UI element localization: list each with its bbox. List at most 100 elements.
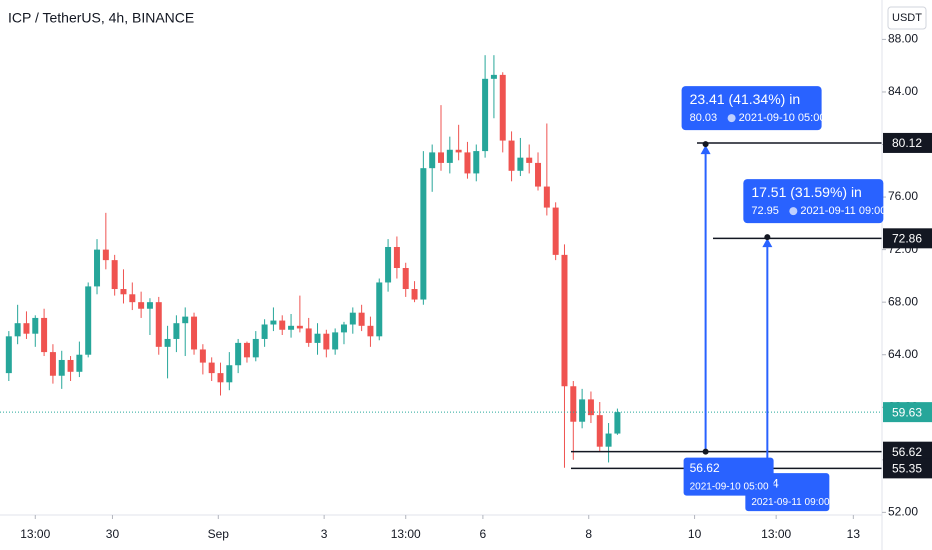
candle-body	[173, 323, 180, 339]
price-tag	[883, 441, 932, 462]
candle-body	[579, 399, 586, 422]
candle-body	[305, 328, 312, 343]
candle-body	[349, 312, 356, 325]
price-tag	[883, 402, 932, 423]
candle-body	[138, 302, 145, 309]
candle-body	[32, 317, 39, 334]
candle-body	[455, 149, 462, 153]
candle-body	[411, 289, 418, 300]
measure-origin-callout	[683, 457, 774, 496]
candle-body	[526, 157, 533, 163]
candle-body	[41, 317, 48, 353]
price-tag-label: 72.86	[892, 231, 922, 245]
candle-body	[208, 362, 215, 374]
candle-body	[314, 333, 321, 343]
candle-body	[376, 282, 383, 337]
price-tag	[883, 458, 932, 479]
candle-body	[146, 302, 153, 309]
x-tick-label: 30	[106, 527, 120, 541]
price-tag-label: 80.12	[892, 136, 922, 150]
x-tick-label: 6	[480, 527, 487, 541]
candle-body	[499, 74, 506, 141]
candle-body	[420, 168, 427, 300]
candle-body	[367, 325, 374, 337]
x-tick-label: 13:00	[391, 527, 421, 541]
y-tick-label: 84.00	[888, 84, 918, 98]
candle-body	[235, 342, 242, 366]
candle-body	[199, 349, 206, 363]
candle-body	[473, 151, 480, 174]
candle-body	[605, 433, 612, 447]
candle-body	[482, 78, 489, 152]
measure-origin-date: 2021-09-10 05:00	[690, 481, 769, 492]
candle-body	[217, 373, 224, 383]
currency-label: USDT	[892, 12, 922, 24]
price-tag	[883, 228, 932, 249]
measure-callout	[681, 86, 822, 131]
price-tag-label: 55.35	[892, 462, 922, 476]
candle-body	[67, 359, 74, 372]
candle-body	[393, 246, 400, 269]
candle-body	[596, 415, 603, 447]
candle-body	[446, 149, 453, 163]
price-tag-label: 56.62	[892, 445, 922, 459]
candle-body	[561, 254, 568, 387]
candle-body	[429, 152, 436, 169]
x-tick-label: 10	[688, 527, 702, 541]
candle-body	[191, 316, 198, 350]
candle-body	[49, 352, 56, 376]
candle-body	[385, 246, 392, 283]
y-tick-label: 88.00	[888, 32, 918, 46]
measure-change: 17.51 (31.59%) in	[751, 184, 862, 200]
candle-body	[543, 186, 550, 208]
candle-body	[76, 354, 83, 372]
candle-body	[508, 140, 515, 171]
candle-body	[252, 338, 259, 358]
arrow-head	[700, 145, 711, 155]
chart-title: ICP / TetherUS, 4h, BINANCE	[8, 10, 194, 26]
x-tick-label: 13:00	[761, 527, 791, 541]
measure-point	[702, 448, 709, 455]
x-tick-label: Sep	[208, 527, 230, 541]
measure-target: 72.95	[751, 205, 779, 217]
candle-body	[296, 325, 303, 329]
candle-body	[85, 286, 92, 355]
measure-point	[764, 234, 771, 241]
measure-origin-date: 2021-09-11 09:00	[751, 497, 830, 508]
x-tick-label: 13	[847, 527, 861, 541]
candle-body	[120, 289, 127, 295]
candle-body	[402, 268, 409, 290]
measure-point	[702, 141, 709, 148]
candle-body	[438, 152, 444, 163]
candle-body	[517, 157, 524, 171]
x-tick-label: 13:00	[20, 527, 50, 541]
currency-badge[interactable]	[887, 6, 927, 30]
measure-change: 23.41 (41.34%) in	[690, 91, 801, 107]
candle-body	[614, 412, 621, 434]
candle-body	[111, 260, 118, 290]
measure-date: 2021-09-10 05:00	[739, 112, 826, 124]
candle-body	[58, 359, 65, 376]
arrow-head	[762, 238, 773, 248]
candle-body	[226, 365, 233, 383]
candle-body	[155, 302, 162, 347]
candle-body	[490, 74, 497, 79]
candle-body	[288, 325, 295, 330]
candle-body	[129, 294, 136, 303]
candle-body	[552, 207, 559, 255]
candle-body	[5, 336, 12, 374]
y-tick-label: 52.00	[888, 505, 918, 519]
measure-date: 2021-09-11 09:00	[800, 205, 886, 217]
candle-body	[358, 312, 365, 326]
clock-icon	[727, 114, 736, 123]
clock-icon	[789, 207, 798, 216]
candle-body	[102, 249, 109, 261]
candle-body	[261, 324, 268, 339]
candle-body	[94, 249, 101, 287]
candle-body	[570, 386, 577, 422]
y-tick-label: 64.00	[888, 347, 918, 361]
x-tick-label: 3	[321, 527, 328, 541]
candle-body	[23, 323, 30, 334]
